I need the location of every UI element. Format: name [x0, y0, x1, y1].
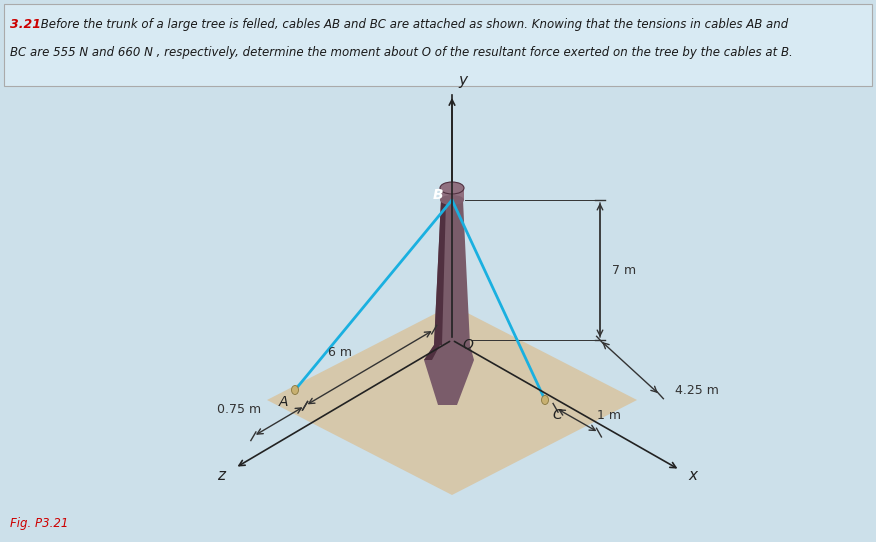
Text: 7 m: 7 m — [612, 263, 636, 276]
Polygon shape — [434, 200, 446, 345]
Polygon shape — [434, 200, 470, 345]
Bar — [4, 4, 872, 86]
Text: 6 m: 6 m — [328, 346, 351, 359]
Ellipse shape — [440, 182, 464, 194]
Text: z: z — [217, 468, 225, 482]
Text: B: B — [433, 188, 443, 202]
Ellipse shape — [292, 385, 299, 395]
Polygon shape — [424, 345, 440, 360]
Text: 1 m: 1 m — [597, 409, 621, 422]
Ellipse shape — [541, 396, 548, 404]
Text: x: x — [688, 468, 697, 482]
Text: A: A — [279, 395, 287, 409]
Text: 0.75 m: 0.75 m — [217, 403, 261, 416]
Text: BC are 555 N and 660 N , respectively, determine the moment about O of the resul: BC are 555 N and 660 N , respectively, d… — [10, 46, 793, 59]
Text: O: O — [463, 338, 473, 352]
Text: Fig. P3.21: Fig. P3.21 — [10, 517, 68, 530]
Ellipse shape — [440, 195, 464, 205]
Text: 3.21: 3.21 — [10, 18, 41, 31]
Text: y: y — [458, 73, 467, 88]
Polygon shape — [424, 345, 474, 405]
Text: C: C — [552, 408, 562, 422]
Text: 4.25 m: 4.25 m — [675, 384, 719, 397]
Polygon shape — [267, 305, 637, 495]
Text: Before the trunk of a large tree is felled, cables AB and BC are attached as sho: Before the trunk of a large tree is fell… — [37, 18, 788, 31]
Polygon shape — [440, 188, 464, 200]
